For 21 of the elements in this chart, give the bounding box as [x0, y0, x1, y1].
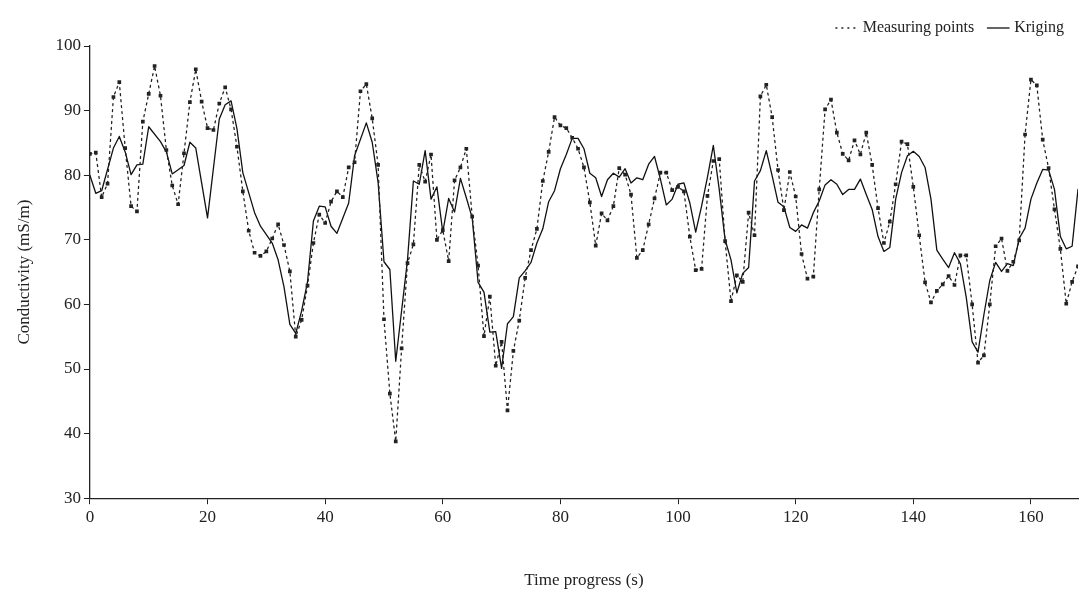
y-tick-label: 70 [63, 229, 81, 249]
x-axis-title: Time progress (s) [524, 570, 644, 590]
x-tick-label: 0 [85, 506, 95, 526]
y-tick-label: 40 [63, 423, 81, 443]
y-tick-label: 50 [63, 358, 81, 378]
x-tick-label: 160 [1018, 506, 1044, 526]
y-tick-label: 100 [55, 35, 81, 55]
legend-label: Measuring points [862, 18, 975, 37]
x-tick-label: 120 [782, 506, 809, 526]
y-tick-label: 90 [63, 100, 81, 120]
x-tick-label: 80 [551, 506, 569, 526]
x-tick-label: 60 [434, 506, 452, 526]
x-tick-label: 100 [665, 506, 691, 526]
y-tick-label: 30 [63, 487, 81, 507]
y-tick-label: 60 [63, 293, 81, 313]
x-tick-label: 140 [900, 506, 927, 526]
x-tick-label: 40 [316, 506, 334, 526]
x-tick-label: 20 [199, 506, 217, 526]
y-axis-title: Conductivity (mS/m) [13, 199, 33, 345]
legend-label: Kriging [1014, 18, 1065, 37]
y-tick-label: 80 [63, 164, 81, 184]
